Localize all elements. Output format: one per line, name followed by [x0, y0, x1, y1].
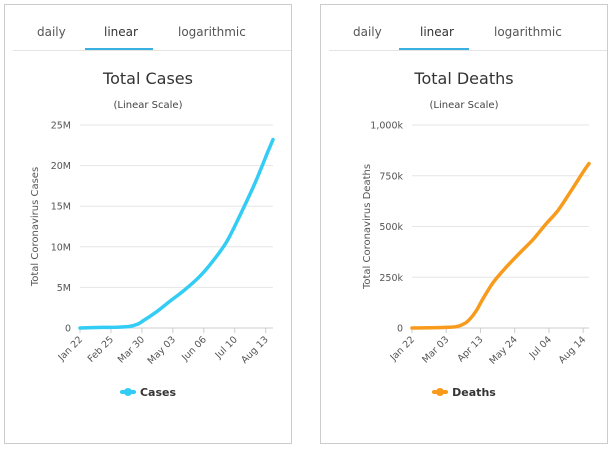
tab-linear[interactable]: linear	[104, 25, 138, 39]
series-line-cases[interactable]	[78, 137, 275, 330]
x-tick-label: Jun 06	[179, 334, 209, 364]
tab-divider	[13, 50, 291, 51]
tab-daily[interactable]: daily	[353, 25, 382, 39]
chart-subtitle: (Linear Scale)	[114, 100, 183, 111]
y-axis-label: Total Coronavirus Deaths	[362, 164, 373, 290]
x-tick-label: May 03	[146, 334, 178, 366]
y-axis-label: Total Coronavirus Cases	[30, 167, 41, 287]
y-tick-label: 5M	[57, 283, 71, 294]
y-tick-label: 0	[397, 324, 403, 335]
tab-logarithmic[interactable]: logarithmic	[494, 25, 562, 39]
y-tick-label: 1,000k	[370, 121, 403, 132]
active-tab-indicator	[399, 48, 469, 50]
chart-title: Total Cases	[102, 69, 193, 88]
tab-logarithmic[interactable]: logarithmic	[178, 25, 246, 39]
cases-chart: Total Cases (Linear Scale) 0 5M 10M 15M 20M 25M…	[30, 69, 275, 367]
x-tick-label: Mar 30	[116, 334, 147, 365]
x-tick-label: Apr 13	[455, 334, 485, 364]
tab-bar: daily linear logarithmic	[5, 5, 291, 51]
x-tick-label: Jul 04	[527, 334, 554, 361]
x-tick-label: Aug 14	[557, 334, 589, 366]
tab-daily[interactable]: daily	[37, 25, 66, 39]
y-tick-label: 750k	[379, 171, 403, 182]
y-tick-label: 0	[65, 324, 71, 335]
tab-bar: daily linear logarithmic	[321, 5, 607, 51]
y-tick-label: 500k	[379, 222, 403, 233]
tab-linear[interactable]: linear	[420, 25, 454, 39]
x-tick-label: Mar 03	[420, 334, 451, 365]
x-tick-label: Feb 25	[86, 334, 116, 364]
deaths-chart: Total Deaths (Linear Scale) 0 250k 500k 750k 1…	[362, 69, 591, 367]
chart-title: Total Deaths	[413, 69, 513, 88]
total-cases-panel: daily linear logarithmic Total Cases (Lin…	[4, 4, 292, 444]
y-tick-label: 10M	[51, 242, 71, 253]
y-tick-label: 25M	[51, 121, 71, 132]
y-tick-label: 20M	[51, 161, 71, 172]
legend-deaths-label: Deaths	[452, 386, 496, 399]
active-tab-indicator	[85, 48, 153, 50]
y-tick-label: 250k	[379, 273, 403, 284]
series-line-deaths[interactable]	[410, 161, 591, 330]
total-deaths-panel: daily linear logarithmic Total Deaths (Li…	[320, 4, 608, 444]
legend-cases[interactable]: Cases	[5, 386, 291, 399]
deaths-legend-marker	[432, 388, 449, 396]
x-tick-label: Jul 10	[213, 334, 240, 361]
y-tick-label: 15M	[51, 202, 71, 213]
legend-cases-label: Cases	[139, 386, 177, 399]
legend-deaths[interactable]: Deaths	[321, 386, 607, 399]
x-tick-label: Aug 13	[239, 334, 271, 366]
x-tick-label: Jan 22	[388, 334, 418, 364]
x-tick-label: May 24	[487, 334, 519, 366]
cases-legend-marker	[119, 388, 136, 396]
tab-divider	[329, 50, 607, 51]
x-tick-label: Jan 22	[56, 334, 86, 364]
chart-subtitle: (Linear Scale)	[430, 100, 499, 111]
